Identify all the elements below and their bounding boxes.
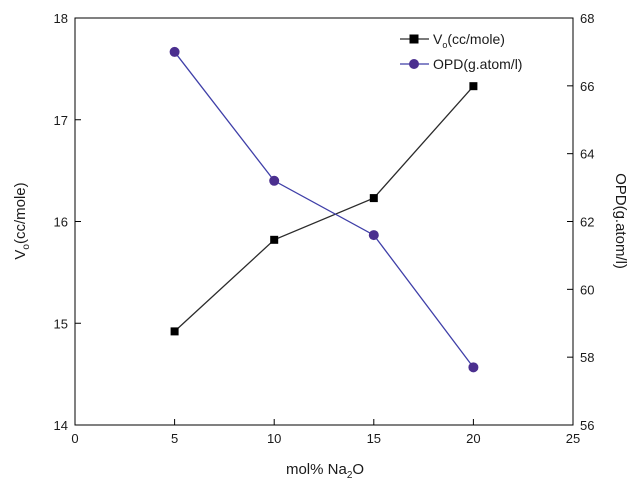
ticks-layer: 0 5 10 15 20 25 14 15 16 17 18 56 58 60 62 64 66 68 <box>54 11 595 446</box>
left-y-tick-label: 18 <box>54 11 68 26</box>
right-y-tick-label: 58 <box>580 350 594 365</box>
right-y-axis-title: OPD(g.atom/l) <box>612 173 628 269</box>
legend: Vo(cc/mole) OPD(g.atom/l) <box>400 31 522 72</box>
legend-vo-square-marker <box>409 34 419 44</box>
right-y-tick-label: 68 <box>580 11 594 26</box>
lines-layer <box>174 51 474 368</box>
series-point-opd <box>169 46 180 57</box>
left-y-tick-label: 15 <box>54 316 68 331</box>
plot-frame <box>74 17 574 426</box>
series-point-vo <box>270 235 279 244</box>
legend-item-opd: OPD(g.atom/l) <box>400 56 522 72</box>
right-y-tick-label: 56 <box>580 418 594 433</box>
series-point-opd <box>269 175 280 186</box>
series-point-vo <box>469 82 478 91</box>
x-tick-label: 5 <box>171 431 178 446</box>
right-y-tick-label: 60 <box>580 282 594 297</box>
x-tick-label: 20 <box>466 431 480 446</box>
x-tick-label: 10 <box>267 431 281 446</box>
left-y-axis-title-subscript: o <box>21 244 32 250</box>
x-tick-label: 0 <box>71 431 78 446</box>
series-point-opd <box>468 362 479 373</box>
legend-opd-circle-marker <box>409 59 419 69</box>
right-y-tick-label: 64 <box>580 147 594 162</box>
legend-item-vo: Vo(cc/mole) <box>400 31 505 50</box>
series-line-opd <box>174 51 474 368</box>
left-y-tick-label: 14 <box>54 418 68 433</box>
x-axis-title: mol% Na2O <box>286 461 364 481</box>
series-line-vo <box>174 85 474 332</box>
markers-layer <box>169 46 479 373</box>
series-point-vo <box>369 194 378 203</box>
right-y-tick-label: 62 <box>580 215 594 230</box>
x-tick-label: 25 <box>566 431 580 446</box>
left-y-tick-label: 17 <box>54 113 68 128</box>
x-tick-label: 15 <box>367 431 381 446</box>
series-point-vo <box>170 327 179 336</box>
left-y-axis-title: Vo(cc/mole) <box>12 182 32 259</box>
right-y-tick-label: 66 <box>580 79 594 94</box>
legend-vo-label-subscript: o <box>442 40 447 50</box>
x-axis-title-subscript: 2 <box>347 470 353 481</box>
left-y-tick-label: 16 <box>54 215 68 230</box>
legend-vo-label: Vo(cc/mole) <box>433 31 505 50</box>
legend-opd-label: OPD(g.atom/l) <box>433 56 522 72</box>
series-point-opd <box>368 230 379 241</box>
